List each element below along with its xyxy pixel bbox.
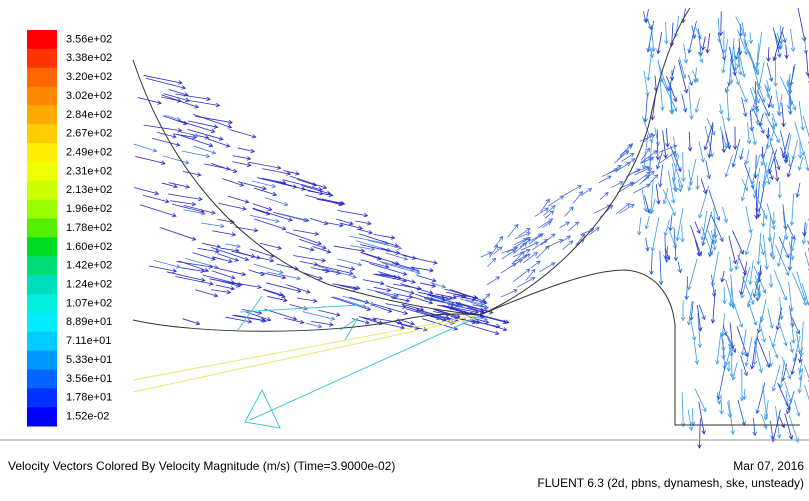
- color-band: [27, 68, 57, 87]
- colorbar-label: 1.78e+02: [66, 222, 112, 234]
- color-band: [27, 237, 57, 256]
- colorbar-label: 3.56e+02: [66, 33, 112, 45]
- color-band: [27, 219, 57, 238]
- colorbar-label: 1.78e+01: [66, 392, 112, 404]
- color-band: [27, 162, 57, 181]
- color-band: [27, 30, 57, 49]
- color-band: [27, 124, 57, 143]
- colorbar-label: 1.60e+02: [66, 241, 112, 253]
- colorbar-label: 1.52e-02: [66, 410, 109, 422]
- caption: Velocity Vectors Colored By Velocity Mag…: [8, 459, 395, 473]
- colorbar-label: 8.89e+01: [66, 316, 112, 328]
- color-band: [27, 313, 57, 332]
- color-band: [27, 351, 57, 370]
- colorbar-label: 1.07e+02: [66, 297, 112, 309]
- color-band: [27, 200, 57, 219]
- color-band: [27, 143, 57, 162]
- color-band: [27, 275, 57, 294]
- color-band: [27, 181, 57, 200]
- colorbar-label: 2.84e+02: [66, 109, 112, 121]
- colorbar-label: 3.20e+02: [66, 71, 112, 83]
- version: FLUENT 6.3 (2d, pbns, dynamesh, ske, uns…: [537, 476, 804, 490]
- colorbar-label: 5.33e+01: [66, 354, 112, 366]
- date: Mar 07, 2016: [733, 459, 804, 473]
- colorbar-label: 1.42e+02: [66, 260, 112, 272]
- color-band: [27, 105, 57, 124]
- color-band: [27, 407, 57, 426]
- background: [0, 0, 809, 501]
- colorbar-label: 3.56e+01: [66, 373, 112, 385]
- colorbar-label: 2.49e+02: [66, 146, 112, 158]
- colorbar-label: 2.13e+02: [66, 184, 112, 196]
- colorbar-label: 1.96e+02: [66, 203, 112, 215]
- color-band: [27, 332, 57, 351]
- colorbar-label: 3.02e+02: [66, 90, 112, 102]
- colorbar-label: 3.38e+02: [66, 52, 112, 64]
- colorbar-label: 1.24e+02: [66, 278, 112, 290]
- colorbar-label: 2.31e+02: [66, 165, 112, 177]
- colorbar-label: 7.11e+01: [66, 335, 111, 347]
- colorbar-label: 2.67e+02: [66, 128, 112, 140]
- color-band: [27, 87, 57, 106]
- color-band: [27, 388, 57, 407]
- fluent-window: 3.56e+02 3.38e+02 3.20e+02 3.02e+02 2.84e+02…: [0, 0, 809, 501]
- color-band: [27, 49, 57, 68]
- color-band: [27, 256, 57, 275]
- color-band: [27, 294, 57, 313]
- color-band: [27, 369, 57, 388]
